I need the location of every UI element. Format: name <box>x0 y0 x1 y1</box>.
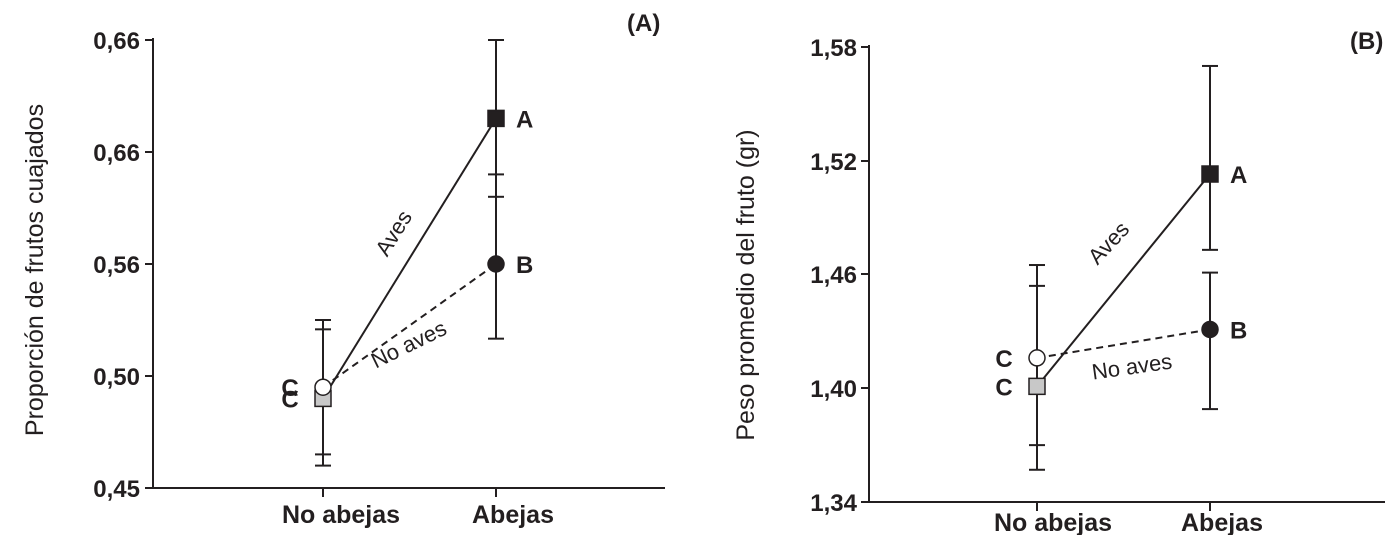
panel-b-series-label-aves: Aves <box>1083 217 1134 270</box>
panel-b: 1,34 1,40 1,46 1,52 1,58 C A C B <box>810 35 1385 517</box>
panel-b-letter-no-aves: B <box>1230 317 1247 344</box>
panel-a-point-no-aves <box>487 255 505 273</box>
panel-b-x-tick-1: Abejas <box>1181 509 1263 535</box>
panel-b-point-aves <box>1028 377 1046 396</box>
panel-a-y-tick-label: 0,66 <box>93 28 140 55</box>
panel-b-letter-aves: A <box>1230 162 1247 189</box>
panel-a-letter-no-aves: C <box>281 375 298 402</box>
panel-b-label: (B) <box>1350 28 1383 55</box>
panel-a-line-no-aves <box>322 263 497 389</box>
panel-b-y-tick-label: 1,52 <box>810 149 857 176</box>
panel-a-letter-aves: A <box>516 106 533 133</box>
panel-a-y-tick-label: 0,66 <box>93 140 140 167</box>
panel-a-point-no-aves <box>314 378 332 396</box>
panel-b-point-no-aves <box>1028 349 1046 367</box>
panel-a-label: (A) <box>627 10 660 37</box>
panel-a-letter-aves: C <box>281 386 298 413</box>
panel-b-point-aves <box>1201 165 1219 183</box>
panel-b-y-tick-label: 1,46 <box>810 262 857 289</box>
panel-a-x-tick-1: Abejas <box>472 501 554 529</box>
panel-b-letter-no-aves: C <box>995 346 1012 373</box>
panel-b-y-tick-label: 1,58 <box>810 35 857 62</box>
panel-b-ylabel: Peso promedio del fruto (gr) <box>732 129 760 440</box>
panel-b-y-tick-label: 1,40 <box>810 376 857 403</box>
panel-b-point-no-aves <box>1201 320 1219 339</box>
panel-b-x-tick-0: No abejas <box>994 509 1112 535</box>
panel-b-y-tick-label: 1,34 <box>810 490 857 517</box>
panel-a: 0,45 0,50 0,56 0,66 0,66 C A C B <box>93 28 665 503</box>
panel-a-line-aves <box>322 117 497 399</box>
chart-marks: 0,45 0,50 0,56 0,66 0,66 C A C B 1,34 1,40 1,46 1,52… <box>93 28 1385 517</box>
panel-a-ylabel: Proporción de frutos cuajados <box>21 104 49 436</box>
panel-a-letter-no-aves: B <box>516 252 533 279</box>
panel-a-series-label-no-aves: No aves <box>367 315 451 373</box>
panel-a-point-aves <box>487 109 505 128</box>
panel-b-line-no-aves <box>1036 328 1211 359</box>
panel-b-series-label-no-aves: No aves <box>1090 349 1173 385</box>
panel-a-y-tick-label: 0,45 <box>93 476 140 503</box>
panel-a-x-tick-0: No abejas <box>282 501 400 529</box>
panel-b-letter-aves: C <box>995 374 1012 401</box>
panel-b-line-aves <box>1036 173 1211 387</box>
panel-a-y-tick-label: 0,56 <box>93 252 140 279</box>
panel-a-y-tick-label: 0,50 <box>93 364 140 391</box>
panel-a-series-label-aves: Aves <box>370 206 417 260</box>
